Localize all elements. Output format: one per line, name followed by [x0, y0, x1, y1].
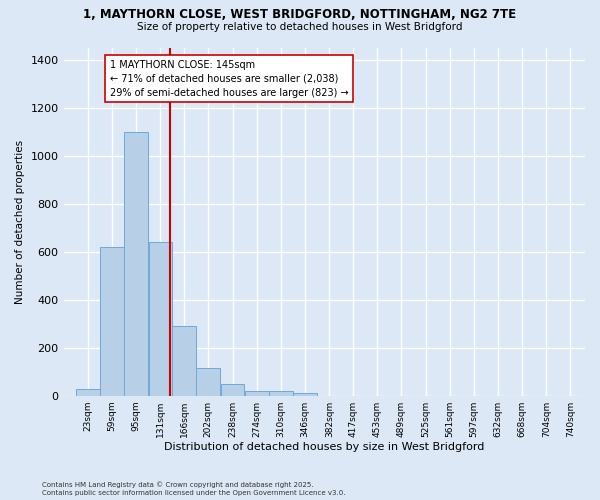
Y-axis label: Number of detached properties: Number of detached properties [15, 140, 25, 304]
Bar [149, 242, 172, 396]
Text: 1 MAYTHORN CLOSE: 145sqm
← 71% of detached houses are smaller (2,038)
29% of sem: 1 MAYTHORN CLOSE: 145sqm ← 71% of detach… [110, 60, 349, 98]
Text: Contains HM Land Registry data © Crown copyright and database right 2025.: Contains HM Land Registry data © Crown c… [42, 481, 314, 488]
X-axis label: Distribution of detached houses by size in West Bridgford: Distribution of detached houses by size … [164, 442, 484, 452]
Text: Contains public sector information licensed under the Open Government Licence v3: Contains public sector information licen… [42, 490, 346, 496]
Bar [196, 368, 220, 396]
Bar [76, 388, 100, 396]
Bar [124, 132, 148, 396]
Text: 1, MAYTHORN CLOSE, WEST BRIDGFORD, NOTTINGHAM, NG2 7TE: 1, MAYTHORN CLOSE, WEST BRIDGFORD, NOTTI… [83, 8, 517, 20]
Bar [221, 384, 244, 396]
Bar [245, 391, 269, 396]
Bar [269, 391, 293, 396]
Text: Size of property relative to detached houses in West Bridgford: Size of property relative to detached ho… [137, 22, 463, 32]
Bar [293, 394, 317, 396]
Bar [100, 247, 124, 396]
Bar [172, 326, 196, 396]
